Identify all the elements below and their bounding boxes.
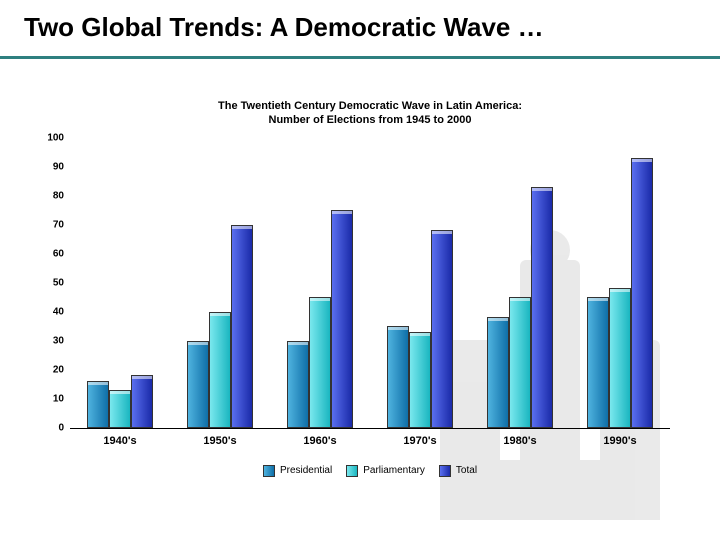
y-tick-label: 50 bbox=[32, 277, 64, 288]
bar bbox=[409, 332, 431, 428]
bar-group bbox=[287, 210, 353, 428]
bar bbox=[431, 230, 453, 427]
legend-label: Total bbox=[456, 465, 477, 476]
bar-group bbox=[387, 230, 453, 427]
chart-x-axis-labels: 1940's 1950's 1960's 1970's 1980's 1990's bbox=[70, 435, 670, 447]
y-tick-label: 80 bbox=[32, 190, 64, 201]
bar bbox=[487, 317, 509, 427]
bar bbox=[609, 288, 631, 427]
x-tick-label: 1990's bbox=[587, 435, 653, 447]
bar bbox=[131, 375, 153, 427]
chart-title-line1: The Twentieth Century Democratic Wave in… bbox=[218, 100, 522, 112]
chart-title-line2: Number of Elections from 1945 to 2000 bbox=[269, 114, 472, 126]
legend-label: Parliamentary bbox=[363, 465, 425, 476]
chart-plot-area: 0102030405060708090100 bbox=[70, 138, 670, 429]
bar bbox=[209, 312, 231, 428]
bar-group bbox=[587, 158, 653, 428]
legend-item: Total bbox=[439, 465, 477, 477]
legend-item: Parliamentary bbox=[346, 465, 425, 477]
chart-title: The Twentieth Century Democratic Wave in… bbox=[70, 100, 670, 128]
bar bbox=[309, 297, 331, 428]
legend-swatch bbox=[439, 465, 451, 477]
y-tick-label: 60 bbox=[32, 248, 64, 259]
x-tick-label: 1970's bbox=[387, 435, 453, 447]
y-tick-label: 0 bbox=[32, 422, 64, 433]
bar bbox=[531, 187, 553, 428]
bar-group bbox=[487, 187, 553, 428]
bar bbox=[509, 297, 531, 428]
y-tick-label: 70 bbox=[32, 219, 64, 230]
y-tick-label: 90 bbox=[32, 161, 64, 172]
legend-swatch bbox=[346, 465, 358, 477]
bar bbox=[109, 390, 131, 428]
x-tick-label: 1950's bbox=[187, 435, 253, 447]
x-tick-label: 1960's bbox=[287, 435, 353, 447]
chart-legend: Presidential Parliamentary Total bbox=[70, 465, 670, 477]
y-tick-label: 20 bbox=[32, 364, 64, 375]
legend-label: Presidential bbox=[280, 465, 332, 476]
y-tick-label: 10 bbox=[32, 393, 64, 404]
bar bbox=[231, 225, 253, 428]
bar-group bbox=[87, 375, 153, 427]
bar bbox=[631, 158, 653, 428]
legend-item: Presidential bbox=[263, 465, 332, 477]
bar bbox=[587, 297, 609, 428]
bar bbox=[87, 381, 109, 427]
bar bbox=[287, 341, 309, 428]
bar-group bbox=[187, 225, 253, 428]
legend-swatch bbox=[263, 465, 275, 477]
y-tick-label: 30 bbox=[32, 335, 64, 346]
bar bbox=[387, 326, 409, 428]
x-tick-label: 1940's bbox=[87, 435, 153, 447]
y-tick-label: 100 bbox=[32, 132, 64, 143]
x-tick-label: 1980's bbox=[487, 435, 553, 447]
bar bbox=[331, 210, 353, 428]
slide-title: Two Global Trends: A Democratic Wave … bbox=[24, 12, 696, 43]
bar bbox=[187, 341, 209, 428]
chart-container: The Twentieth Century Democratic Wave in… bbox=[70, 100, 670, 500]
chart-bar-groups bbox=[70, 138, 670, 428]
y-tick-label: 40 bbox=[32, 306, 64, 317]
title-divider bbox=[0, 56, 720, 59]
